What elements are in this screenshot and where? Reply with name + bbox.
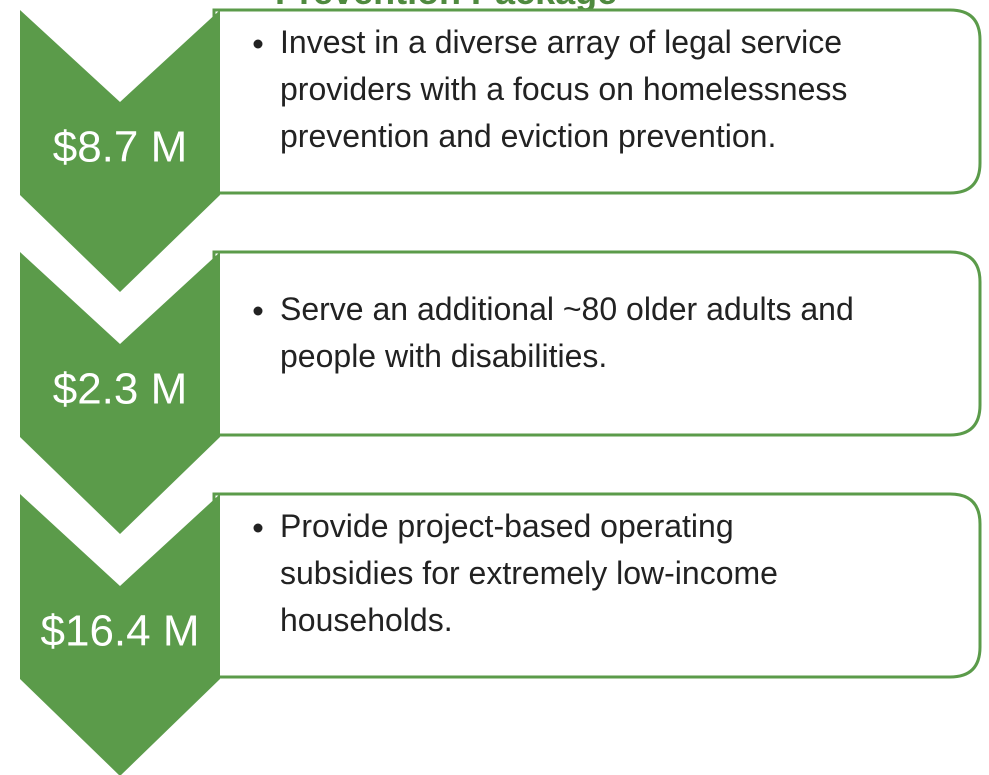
item-box [212, 492, 982, 679]
bullet [253, 306, 263, 316]
bullet-text: Provide project-based operating [280, 508, 734, 544]
chevron [20, 10, 220, 292]
bullet-text: providers with a focus on homelessness [280, 71, 847, 107]
bullet-text: people with disabilities. [280, 338, 607, 374]
chevron [20, 252, 220, 534]
amount: $16.4 M [41, 607, 200, 656]
bullet [253, 39, 263, 49]
item-box [212, 8, 982, 195]
amount: $8.7 M [53, 123, 188, 172]
bullet-text: Serve an additional ~80 older adults and [280, 291, 854, 327]
amount: $2.3 M [53, 365, 188, 414]
bullet [253, 523, 263, 533]
item-box [212, 250, 982, 437]
bullet-text: households. [280, 602, 453, 638]
bullet-text: prevention and eviction prevention. [280, 118, 776, 154]
bullet-text: Invest in a diverse array of legal servi… [280, 24, 842, 60]
chevron [20, 494, 220, 775]
bullet-text: subsidies for extremely low-income [280, 555, 778, 591]
